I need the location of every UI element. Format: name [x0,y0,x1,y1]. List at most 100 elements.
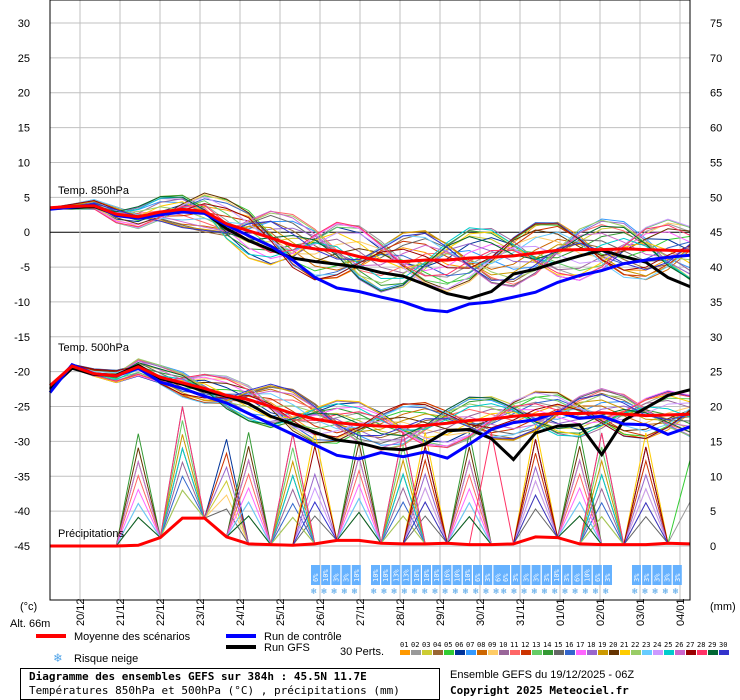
snow-risk-label: 3% [633,573,641,582]
pert-legend-number: 20 [609,641,617,649]
snowflake-icon: ❄ [442,587,448,597]
snowflake-icon: ❄ [311,587,317,597]
pert-legend-number: 22 [631,641,639,649]
snow-risk-label: 10% [584,569,592,582]
snow-risk-label: 10% [322,569,330,582]
pert-legend-swatch [433,650,443,655]
y-tick-left: -30 [14,436,30,448]
y-axis-left: 30 25 20 15 10 5 0 -5 -10 -15 -20 -25 -30 -35 -40 -45 [14,18,30,553]
pert-legend-swatch [510,650,520,655]
snow-risk-label: 3% [543,573,551,582]
pert-legend-number: 26 [675,641,683,649]
snow-risk-label: 10% [372,569,380,582]
y-tick-left: -5 [20,262,30,274]
x-tick: 30/12 [475,598,487,626]
snow-risk-label: 13% [392,569,400,582]
pert-legend-number: 14 [543,641,551,649]
snow-risk-cell [603,565,612,585]
pert-legend-swatch [653,650,663,655]
perturbation-line [49,201,691,291]
snow-risk-cell [432,565,442,585]
pert-legend-swatch [587,650,597,655]
snow-risk-cell [311,565,320,585]
snow-risk-label: 6% [494,573,502,582]
run-info: Ensemble GEFS du 19/12/2025 - 06Z [450,669,635,681]
snow-risk-label: 3% [563,573,571,582]
pert-legend-number: 01 [400,641,408,649]
footer-title: Diagramme des ensembles GEFS sur 384h : … [29,670,367,683]
snow-risk-cell [541,565,551,585]
x-tick: 31/12 [515,598,527,626]
perturbation-precip-line [50,511,691,547]
snowflake-icon: ❄ [493,587,499,597]
pert-legend-number: 06 [455,641,463,649]
snowflake-icon: ❄ [593,587,599,597]
snow-risk-cell [462,565,472,585]
pert-legend-swatch [576,650,586,655]
pert-legend-number: 12 [521,641,529,649]
pert-legend-swatch [411,650,421,655]
footer-title-box: Diagramme des ensembles GEFS sur 384h : … [20,668,440,700]
snowflake-icon: ❄ [552,587,558,597]
perturbation-precip-line [50,454,691,547]
pert-legend-number: 07 [466,641,474,649]
pert-legend-number: 09 [488,641,496,649]
x-tick: 21/12 [115,598,127,626]
snow-risk-label: 3% [332,573,340,582]
pert-legend-number: 29 [708,641,716,649]
snowflake-icon: ❄ [673,587,679,597]
x-tick: 20/12 [75,598,87,626]
snowflake-icon: ❄ [342,587,348,597]
snowflake-icon: ❄ [321,587,327,597]
snow-risk-cell [422,565,431,585]
perturbation-line [49,202,691,281]
legend-mean-label: Moyenne des scénarios [74,631,191,643]
x-tick: 04/01 [675,598,687,626]
pert-legend-swatch [620,650,630,655]
pert-legend-number: 02 [411,641,419,649]
x-tick: 24/12 [235,598,247,626]
x-tick: 23/12 [195,598,207,626]
perturbation-precip-line [50,442,691,547]
pert-legend-swatch [664,650,674,655]
snow-risk-cell [652,565,662,585]
perturbation-line [49,206,691,284]
snow-risk-label: 3% [484,573,492,582]
snow-risk-cell [411,565,421,585]
y-tick-right: 45 [710,227,722,239]
y-tick-right: 60 [710,123,722,135]
legend-gfs-label: Run GFS [264,642,310,654]
panel-label-500: Temp. 500hPa [58,342,130,354]
series-mean-line [49,364,691,429]
snow-risk-cell [501,565,510,585]
pert-legend-number: 16 [565,641,573,649]
snow-risk-label: 6% [502,573,510,582]
pert-legend-number: 21 [620,641,628,649]
pert-legend-number: 11 [510,641,518,649]
snowflake-icon: ❄ [331,587,337,597]
snow-risk-label: 10% [413,569,421,582]
y-tick-right: 20 [710,402,722,414]
snow-risk-label: 3% [653,573,661,582]
snow-risk-label: 10% [553,569,561,582]
y-tick-left: -40 [14,506,30,518]
pert-legend-number: 04 [433,641,441,649]
snowflake-icon: ❄ [663,587,669,597]
main-series-lines [48,203,691,548]
pert-legend-number: 03 [422,641,430,649]
pert-legend-swatch [554,650,564,655]
snow-risk-label: 16% [443,569,451,582]
pert-legend-number: 24 [653,641,661,649]
y-tick-left: 15 [18,123,30,135]
pert-legend-swatch [455,650,465,655]
snow-risk-label: 10% [464,569,472,582]
y-tick-right: 75 [710,18,722,30]
perturbation-line [49,362,691,444]
x-tick: 29/12 [435,598,447,626]
snow-risk-cell [582,565,592,585]
snow-risk-cell [632,565,641,585]
pert-legend-swatch [675,650,685,655]
pert-legend-number: 05 [444,641,452,649]
snow-risk-cell [452,565,462,585]
